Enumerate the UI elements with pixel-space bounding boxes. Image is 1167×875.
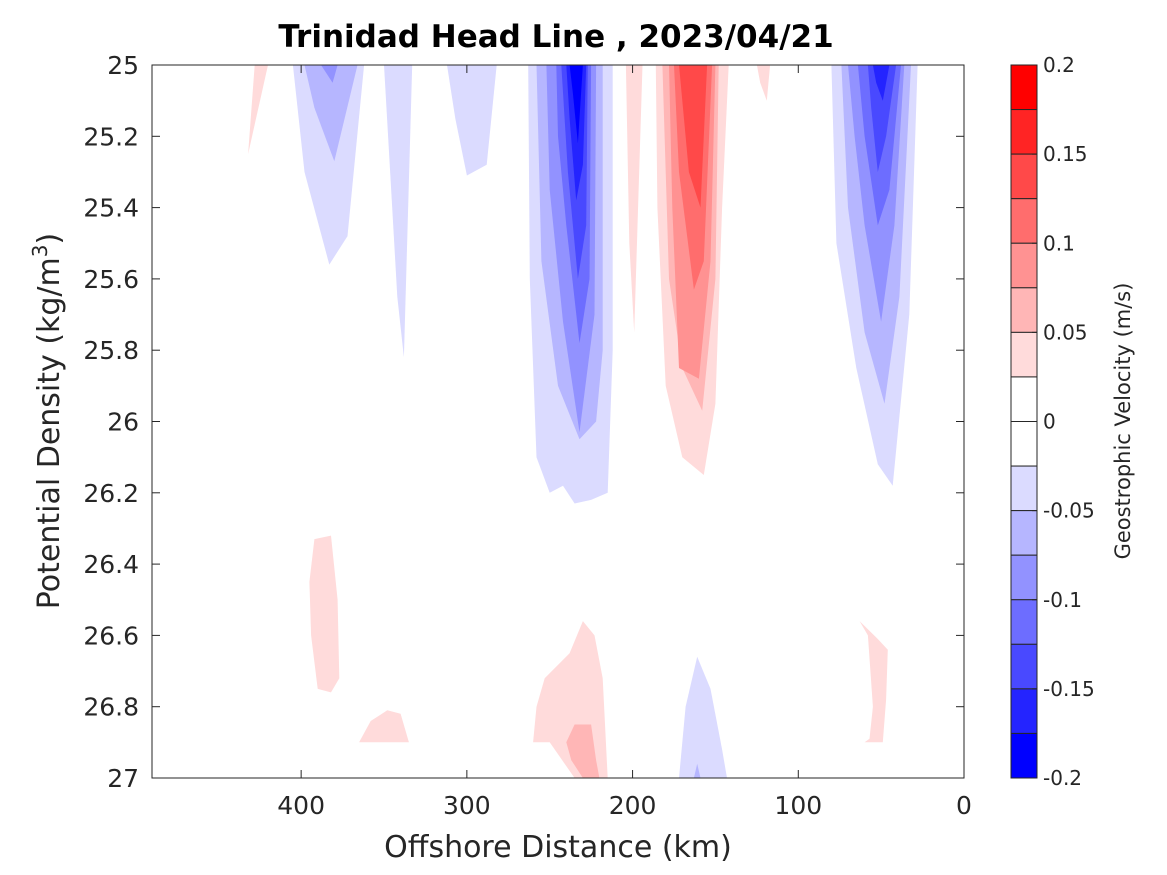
colorbar-level: [1010, 242, 1038, 289]
contour-region-pos-a: [248, 65, 268, 155]
colorbar-level: [1010, 510, 1038, 556]
y-tick-label: 26.6: [83, 621, 139, 650]
colorbar-level: [1010, 198, 1038, 244]
x-tick-label: 100: [774, 791, 822, 820]
contour-region-neg-a3: [321, 65, 338, 83]
colorbar-level: [1010, 64, 1038, 111]
colorbar-tick-label: 0.1: [1043, 231, 1075, 255]
y-tick-label: 26.4: [83, 550, 139, 579]
colorbar-tick-label: 0: [1043, 410, 1056, 434]
x-tick-label: 0: [956, 791, 972, 820]
contour-region-neg-h6: [872, 65, 890, 101]
colorbar-level: [1010, 287, 1038, 333]
y-axis-label-main: Potential Density (kg/m: [32, 257, 67, 609]
x-axis-label: Offshore Distance (km): [384, 830, 732, 865]
contour-region-pos-k2: [566, 724, 600, 778]
y-tick-label: 25.6: [83, 265, 139, 294]
colorbar-level: [1010, 643, 1038, 690]
colorbar-ticks: 0.2 0.15 0.1 0.05 0 -0.05 -0.1 -0.15 -0.2: [1032, 53, 1095, 790]
y-tick-label: 26: [107, 408, 139, 437]
colorbar-level: [1010, 599, 1038, 645]
colorbar-label: Geostrophic Velocity (m/s): [1111, 283, 1135, 560]
colorbar-level: [1010, 732, 1038, 779]
colorbar-tick-label: -0.1: [1043, 588, 1082, 612]
colorbar-level: [1010, 376, 1038, 422]
contour-layer: [248, 65, 918, 778]
x-tick-label: 400: [277, 791, 325, 820]
contour-region-pos-e: [625, 65, 643, 333]
colorbar-tick-label: -0.05: [1043, 499, 1095, 523]
colorbar-level: [1010, 153, 1038, 200]
contour-region-neg-a2: [304, 65, 358, 162]
x-tick-label: 200: [609, 791, 657, 820]
y-tick-label: 26.2: [83, 479, 139, 508]
y-axis-label-superscript: 3: [28, 244, 52, 257]
colorbar-level: [1010, 465, 1038, 512]
colorbar-level: [1010, 331, 1038, 378]
colorbar-tick-label: -0.2: [1043, 766, 1082, 790]
colorbar-tick-label: 0.2: [1043, 53, 1075, 77]
contour-region-neg-d6: [566, 65, 587, 201]
contour-region-neg-b: [384, 65, 413, 358]
contour-region-neg-l1: [679, 656, 727, 778]
y-tick-label: 25.2: [83, 122, 139, 151]
y-axis-ticks: 25 25.2 25.4 25.6 25.8 26 26.2 26.4 26.6 26.8 27: [83, 51, 964, 793]
contour-region-neg-a1: [292, 65, 365, 265]
contour-region-pos-g: [756, 65, 771, 101]
colorbar-level: [1010, 109, 1038, 155]
x-tick-label: 300: [443, 791, 491, 820]
y-tick-label: 27: [107, 764, 139, 793]
y-tick-label: 25: [107, 51, 139, 80]
y-tick-label: 25.4: [83, 194, 139, 223]
contour-region-neg-c: [447, 65, 497, 176]
colorbar-level: [1010, 421, 1038, 467]
colorbar-tick-label: 0.15: [1043, 142, 1088, 166]
colorbar-tick-label: 0.05: [1043, 320, 1088, 344]
y-tick-label: 26.8: [83, 693, 139, 722]
colorbar: 0.2 0.15 0.1 0.05 0 -0.05 -0.1 -0.15 -0.2: [1010, 53, 1095, 790]
contour-region-pos-m: [859, 621, 888, 743]
contour-region-pos-f5: [679, 65, 708, 208]
chart-title: Trinidad Head Line , 2023/04/21: [278, 19, 833, 55]
contour-region-neg-l2: [693, 763, 701, 778]
colorbar-tick-label: -0.15: [1043, 677, 1095, 701]
y-tick-label: 25.8: [83, 336, 139, 365]
plot-area: 400 300 200 100 0 25 25.2 25.4 25.6 25.8 26 26.2 26…: [83, 51, 972, 820]
y-axis-label-end: ): [32, 233, 67, 245]
x-axis-ticks: 400 300 200 100 0: [277, 65, 972, 820]
contour-region-pos-i: [309, 535, 340, 693]
y-axis-label: Potential Density (kg/m3): [28, 233, 67, 609]
contour-region-pos-j: [359, 710, 409, 743]
colorbar-level: [1010, 688, 1038, 734]
contour-region-neg-h5: [867, 65, 897, 172]
colorbar-level: [1010, 554, 1038, 601]
contour-region-neg-d7: [569, 65, 583, 144]
